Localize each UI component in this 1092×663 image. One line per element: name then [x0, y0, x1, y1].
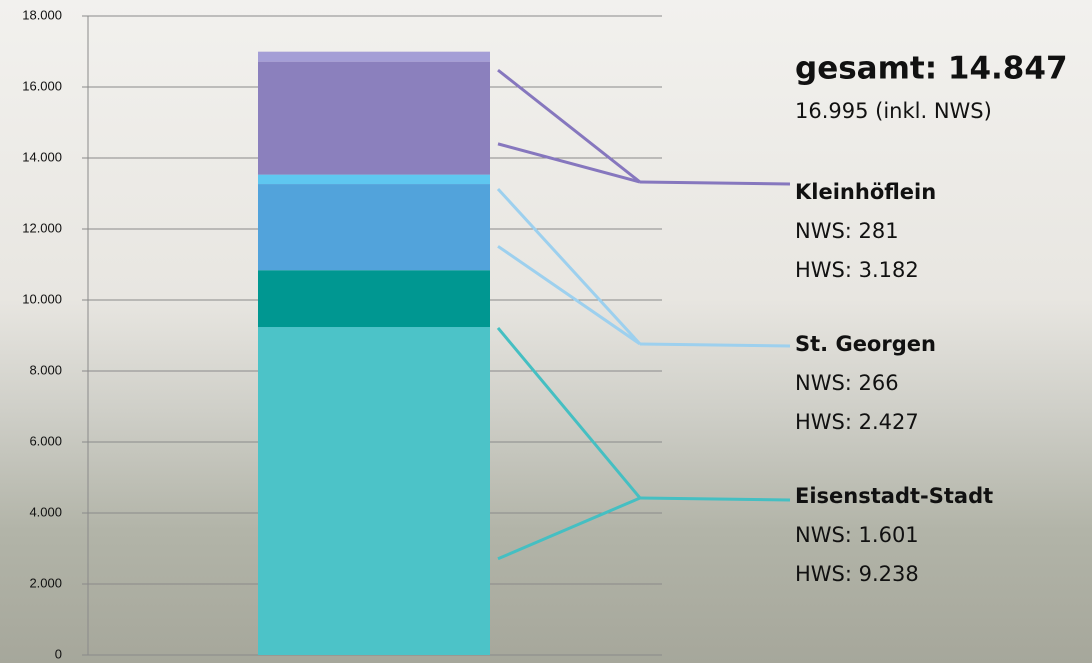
- bar-segment: [258, 51, 490, 62]
- connector: [497, 142, 641, 184]
- bar-segment: [258, 184, 490, 271]
- group-label: Kleinhöflein: [795, 180, 936, 204]
- value-label: HWS: 9.238: [795, 562, 919, 586]
- bar-segment: [258, 174, 490, 185]
- connector: [497, 68, 641, 184]
- group-label: Eisenstadt-Stadt: [795, 484, 993, 508]
- value-label: NWS: 1.601: [795, 523, 919, 547]
- y-tick-label: 16.000: [22, 78, 62, 93]
- y-tick-label: 8.000: [29, 362, 62, 377]
- bar-segment: [258, 61, 490, 175]
- value-label: NWS: 281: [795, 219, 899, 243]
- bar-segment: [258, 327, 490, 655]
- y-tick-label: 18.000: [22, 7, 62, 22]
- value-label: HWS: 2.427: [795, 410, 919, 434]
- group-label: St. Georgen: [795, 332, 936, 356]
- y-tick-label: 0: [55, 646, 62, 661]
- y-tick-label: 10.000: [22, 291, 62, 306]
- connector: [496, 326, 642, 499]
- value-label: HWS: 3.182: [795, 258, 919, 282]
- y-tick-label: 6.000: [29, 433, 62, 448]
- connector: [497, 245, 641, 346]
- y-tick-label: 14.000: [22, 149, 62, 164]
- y-tick-label: 2.000: [29, 575, 62, 590]
- y-tick-label: 12.000: [22, 220, 62, 235]
- value-label: NWS: 266: [795, 371, 899, 395]
- connector: [639, 180, 791, 186]
- connector: [497, 496, 641, 561]
- connector: [639, 496, 791, 502]
- connector: [639, 342, 791, 348]
- total-sub-label: 16.995 (inkl. NWS): [795, 99, 992, 123]
- y-tick-label: 4.000: [29, 504, 62, 519]
- connector: [496, 187, 642, 346]
- bar-segment: [258, 270, 490, 328]
- total-label: gesamt: 14.847: [795, 51, 1068, 87]
